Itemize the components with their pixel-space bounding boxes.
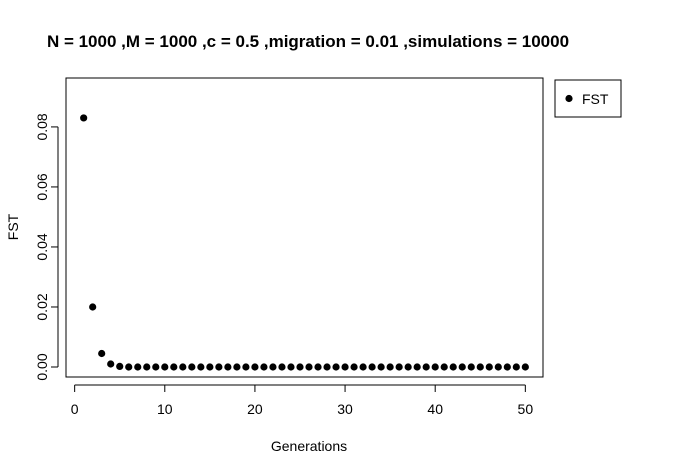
legend-label-fst: FST: [582, 91, 609, 107]
data-point: [233, 363, 241, 371]
data-point: [80, 114, 88, 122]
data-point: [440, 363, 448, 371]
data-point: [503, 363, 511, 371]
y-axis-label: FST: [5, 213, 21, 240]
data-point: [314, 363, 322, 371]
y-tick-label: 0.00: [34, 353, 50, 380]
data-point: [251, 363, 259, 371]
data-point: [116, 362, 124, 371]
data-point: [143, 363, 151, 371]
y-tick-label: 0.08: [34, 113, 50, 140]
data-point: [386, 363, 394, 371]
data-point: [305, 363, 313, 371]
x-tick-label: 0: [71, 401, 79, 417]
x-tick-label: 10: [157, 401, 173, 417]
data-point: [287, 363, 295, 371]
data-point: [89, 303, 97, 311]
data-point: [197, 363, 205, 371]
data-point: [134, 363, 142, 371]
data-point: [395, 363, 403, 371]
data-point: [431, 363, 439, 371]
data-point: [350, 363, 358, 371]
chart-title: N = 1000 ,M = 1000 ,c = 0.5 ,migration =…: [47, 32, 569, 51]
y-tick-label: 0.06: [34, 173, 50, 200]
data-point: [260, 363, 268, 371]
data-point: [512, 363, 520, 371]
x-axis: 0 10 20 30 40 50: [71, 384, 534, 417]
data-point: [242, 363, 250, 371]
y-axis: 0.00 0.02 0.04 0.06 0.08: [34, 113, 59, 381]
data-point: [485, 363, 493, 371]
y-tick-label: 0.04: [34, 233, 50, 260]
x-axis-label: Generations: [271, 438, 347, 454]
x-tick-label: 20: [247, 401, 263, 417]
x-tick-label: 50: [518, 401, 534, 417]
data-point: [215, 363, 223, 371]
data-point: [170, 363, 178, 371]
data-point: [125, 363, 133, 371]
data-point: [179, 363, 187, 371]
data-point: [467, 363, 475, 371]
plot-area: [65, 77, 544, 378]
data-point: [224, 363, 232, 371]
data-point: [458, 363, 466, 371]
data-point: [449, 363, 457, 371]
data-point: [341, 363, 349, 371]
data-point: [404, 363, 412, 371]
data-point: [476, 363, 484, 371]
data-points: [80, 114, 529, 371]
data-point: [269, 363, 277, 371]
x-tick-label: 30: [337, 401, 353, 417]
data-point: [521, 363, 529, 371]
legend: FST: [554, 79, 622, 118]
legend-marker: [565, 94, 573, 103]
data-point: [206, 363, 214, 371]
data-point: [494, 363, 502, 371]
y-tick-label: 0.02: [34, 293, 50, 320]
data-point: [98, 349, 106, 358]
data-point: [368, 363, 376, 371]
data-point: [188, 363, 196, 371]
data-point: [152, 363, 160, 371]
data-point: [377, 363, 385, 371]
data-point: [278, 363, 286, 371]
data-point: [359, 363, 367, 371]
data-point: [161, 363, 169, 371]
data-point: [323, 363, 331, 371]
data-point: [332, 363, 340, 371]
data-point: [413, 363, 421, 371]
x-tick-label: 40: [427, 401, 443, 417]
data-point: [296, 363, 304, 371]
data-point: [107, 360, 115, 368]
data-point: [422, 363, 430, 371]
